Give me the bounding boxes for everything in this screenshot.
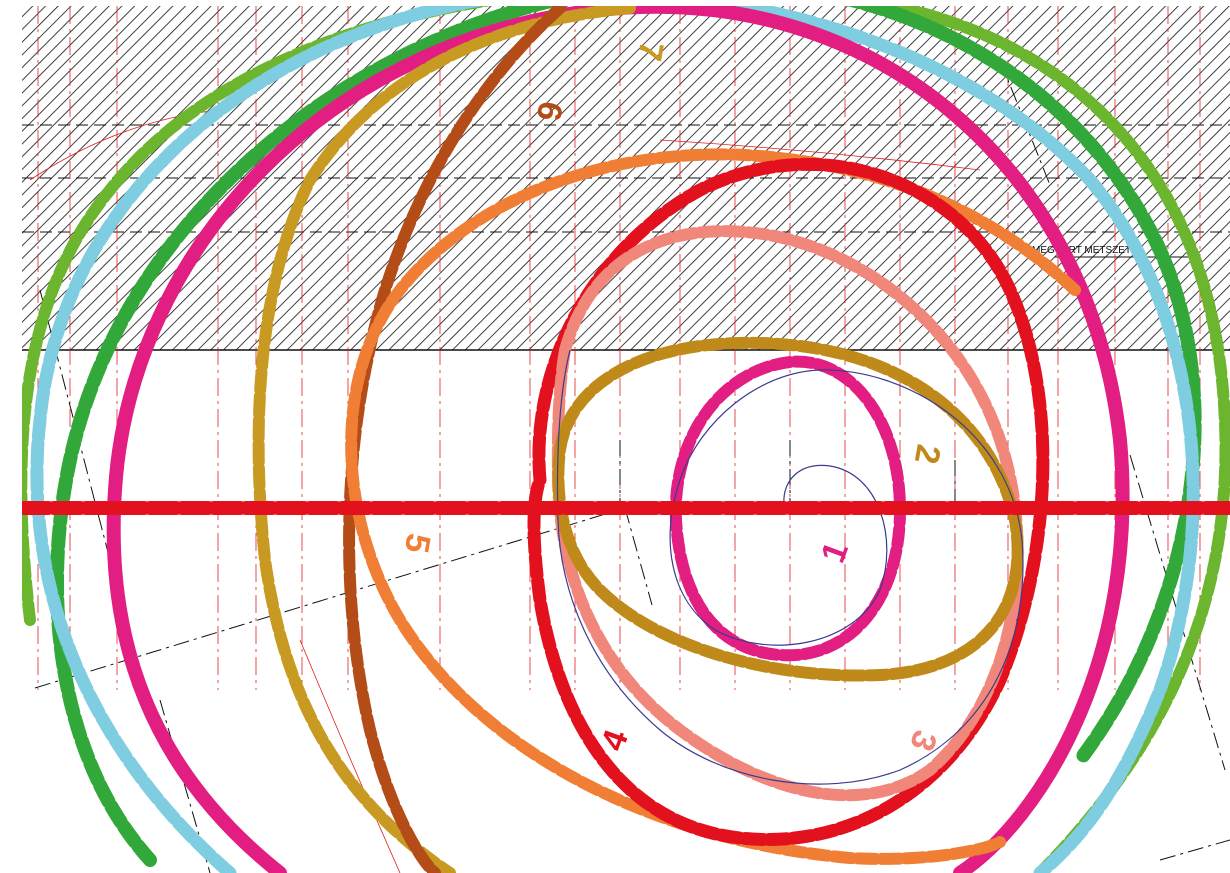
loops (22, 6, 1230, 873)
plan-view-line (556, 349, 1024, 785)
section-label: MEGTÖRT METSZET (1032, 244, 1131, 256)
loop-label-3: 3 (902, 725, 944, 756)
loop-2 (552, 336, 1024, 682)
construction-line (1159, 839, 1230, 861)
loop-outer-green (49, 6, 1202, 867)
thin-red-curve (659, 139, 981, 171)
loop-4 (527, 157, 1050, 846)
construction-line (1129, 454, 1226, 771)
loop-label-5: 5 (397, 531, 438, 556)
loop-7 (252, 6, 636, 873)
construction-line (624, 507, 653, 606)
thin-red-curve (299, 639, 401, 873)
loop-3 (551, 225, 1024, 802)
loop-outer-lime (22, 6, 1230, 873)
plan-view-spiral (556, 349, 1024, 785)
loop-label-1: 1 (814, 537, 856, 568)
loop-label-2: 2 (907, 442, 948, 467)
